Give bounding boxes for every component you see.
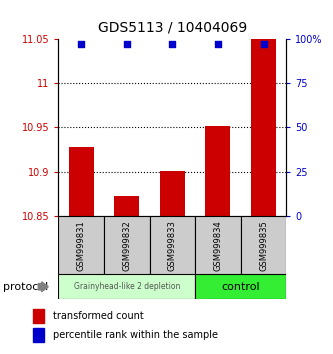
Bar xyxy=(114,196,139,216)
Text: GSM999835: GSM999835 xyxy=(259,220,268,270)
Text: Grainyhead-like 2 depletion: Grainyhead-like 2 depletion xyxy=(74,282,180,291)
Text: GSM999833: GSM999833 xyxy=(168,220,177,270)
Text: transformed count: transformed count xyxy=(53,311,144,321)
Bar xyxy=(195,274,286,299)
Bar xyxy=(195,216,241,274)
Title: GDS5113 / 10404069: GDS5113 / 10404069 xyxy=(98,21,247,35)
Bar xyxy=(58,274,195,299)
Bar xyxy=(33,329,44,342)
Text: GSM999832: GSM999832 xyxy=(122,220,131,270)
Point xyxy=(261,41,266,47)
Bar xyxy=(104,216,150,274)
Text: GSM999831: GSM999831 xyxy=(77,220,86,270)
Bar xyxy=(58,216,104,274)
Bar xyxy=(205,126,230,216)
Point xyxy=(79,41,84,47)
Bar xyxy=(241,216,286,274)
Text: protocol: protocol xyxy=(3,282,49,292)
Point xyxy=(170,41,175,47)
Point xyxy=(124,41,129,47)
Text: control: control xyxy=(221,282,260,292)
Bar xyxy=(160,171,185,216)
Bar xyxy=(33,309,44,322)
Bar xyxy=(150,216,195,274)
Text: percentile rank within the sample: percentile rank within the sample xyxy=(53,330,218,341)
Point xyxy=(215,41,221,47)
Bar xyxy=(69,147,94,216)
Text: GSM999834: GSM999834 xyxy=(213,220,222,270)
Bar xyxy=(251,17,276,216)
